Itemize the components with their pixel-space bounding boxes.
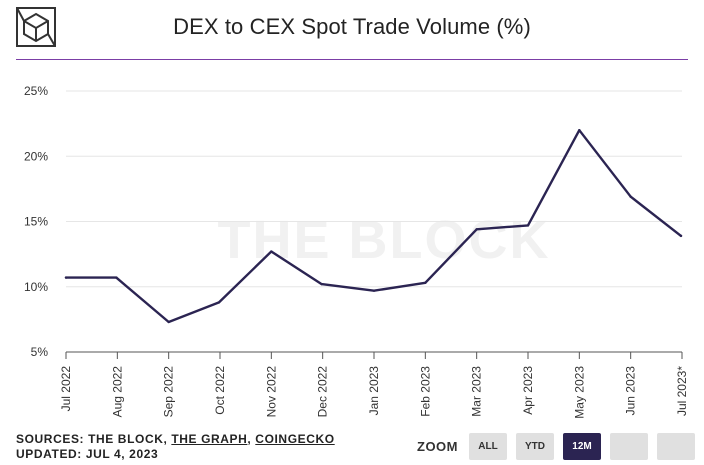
- chart-footer: SOURCES: THE BLOCK, THE GRAPH, COINGECKO…: [16, 432, 335, 462]
- source-link-coingecko[interactable]: COINGECKO: [255, 432, 335, 446]
- data-point: [167, 320, 170, 324]
- x-tick-label: Oct 2022: [213, 366, 227, 415]
- y-tick-label: 20%: [24, 149, 48, 163]
- y-tick-label: 25%: [24, 84, 48, 98]
- x-tick-label: Jun 2023: [624, 366, 638, 416]
- data-point: [526, 224, 530, 227]
- watermark-text: THE BLOCK: [218, 210, 551, 270]
- data-point: [320, 282, 323, 286]
- data-point: [424, 281, 427, 285]
- x-tick-label: Feb 2023: [418, 366, 432, 417]
- chart-title: DEX to CEX Spot Trade Volume (%): [173, 14, 531, 39]
- x-tick-label: Aug 2022: [110, 366, 124, 418]
- line-chart: THE BLOCK 25% 20% 15% 10% 5% Jul 2022 Aug 2022 S…: [24, 84, 689, 419]
- y-tick-label: 5%: [31, 345, 49, 359]
- zoom-controls: ZOOM ALL YTD 12M: [417, 433, 704, 460]
- data-point: [475, 228, 478, 231]
- data-point: [64, 276, 68, 279]
- source-link-the-graph[interactable]: THE GRAPH: [171, 432, 248, 446]
- x-tick-label: Jul 2022: [59, 366, 73, 412]
- the-block-logo-icon: [16, 7, 56, 47]
- data-point: [115, 276, 118, 279]
- x-tick-label: Jan 2023: [367, 366, 381, 416]
- zoom-blank-button-2[interactable]: [657, 433, 695, 460]
- zoom-12m-button[interactable]: 12M: [563, 433, 601, 460]
- sources-line: SOURCES: THE BLOCK, THE GRAPH, COINGECKO: [16, 432, 335, 447]
- updated-date: UPDATED: JUL 4, 2023: [16, 447, 159, 461]
- y-tick-label: 10%: [24, 280, 48, 294]
- x-tick-label: Jul 2023*: [675, 366, 689, 416]
- data-point: [578, 128, 581, 132]
- title-divider: [16, 59, 688, 60]
- zoom-all-button[interactable]: ALL: [469, 433, 507, 460]
- sources-prefix: SOURCES: THE BLOCK,: [16, 432, 172, 446]
- y-tick-label: 15%: [24, 215, 48, 229]
- x-tick-label: May 2023: [572, 366, 586, 419]
- data-point: [372, 289, 376, 292]
- x-tick-label: Sep 2022: [162, 366, 176, 418]
- x-tick-label: Nov 2022: [264, 366, 278, 418]
- zoom-label: ZOOM: [417, 439, 458, 454]
- x-tick-label: Dec 2022: [316, 366, 330, 418]
- zoom-ytd-button[interactable]: YTD: [516, 433, 554, 460]
- data-point: [679, 234, 683, 238]
- sources-separator: ,: [247, 432, 256, 446]
- data-point: [270, 250, 273, 253]
- x-tick-label: Mar 2023: [470, 366, 484, 417]
- zoom-blank-button-1[interactable]: [610, 433, 648, 460]
- x-tick-label: Apr 2023: [521, 366, 535, 415]
- data-point: [217, 301, 221, 304]
- data-point: [629, 195, 632, 198]
